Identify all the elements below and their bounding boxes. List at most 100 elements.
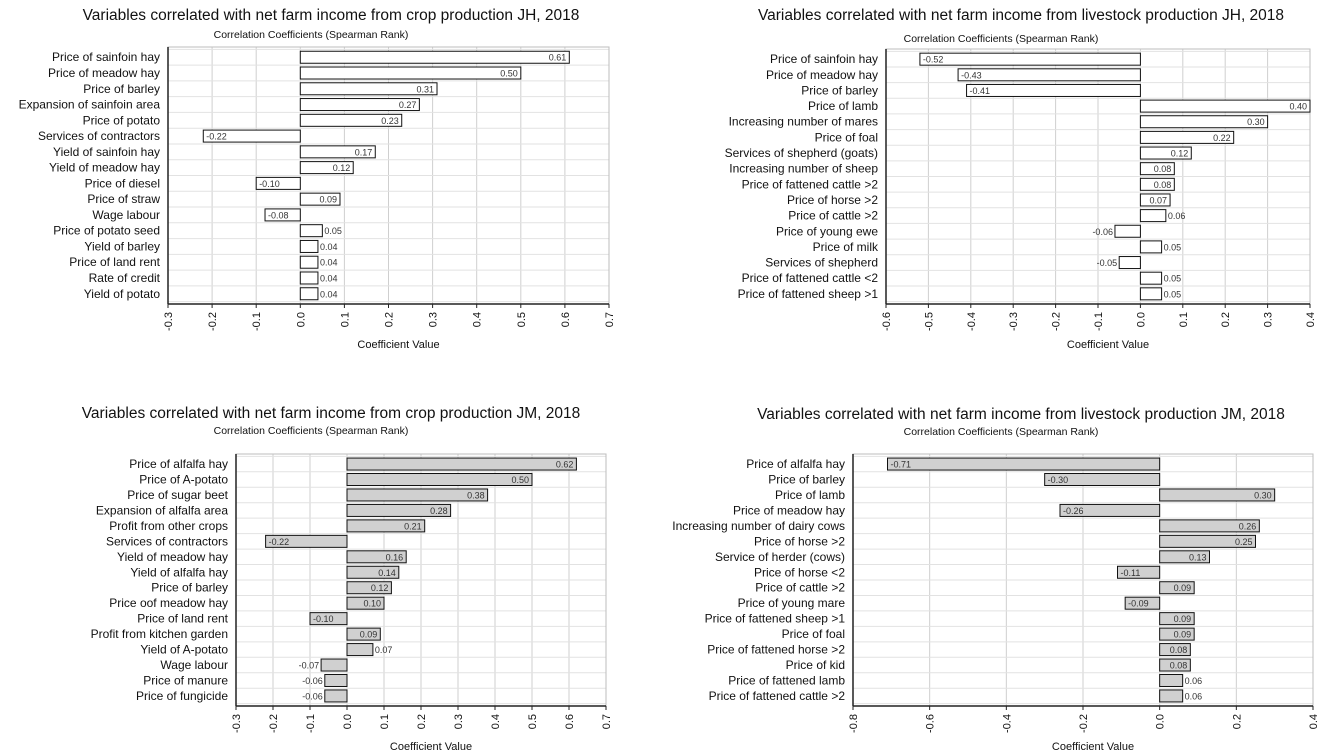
value-label: 0.14: [378, 568, 396, 578]
value-label: 0.30: [1254, 490, 1272, 500]
bar: [1139, 130, 1235, 144]
bar: [324, 689, 348, 703]
value-label: 0.31: [416, 84, 434, 94]
chart-title: Variables correlated with net farm incom…: [757, 406, 1285, 423]
bar: [202, 129, 301, 143]
x-tick-label: -0.4: [966, 312, 978, 331]
bar: [1139, 240, 1163, 254]
x-tick-label: 0.5: [527, 714, 539, 729]
value-label: -0.06: [302, 691, 323, 701]
category-label: Price of fungicide: [136, 689, 228, 703]
value-label: 0.06: [1185, 676, 1203, 686]
value-label: -0.43: [961, 70, 982, 80]
category-label: Price of alfalfa hay: [746, 457, 845, 471]
category-label: Increasing number of dairy cows: [672, 519, 845, 533]
bar: [299, 192, 341, 206]
category-label: Price of barley: [801, 83, 878, 97]
value-label: 0.26: [1239, 521, 1257, 531]
value-label: 0.07: [1150, 195, 1168, 205]
value-label: 0.25: [1235, 537, 1253, 547]
bar: [346, 473, 533, 487]
x-axis-label: Coefficient Value: [357, 339, 439, 351]
value-label: -0.41: [970, 86, 991, 96]
chart-crop-jm: Variables correlated with net farm incom…: [0, 377, 662, 753]
bar: [299, 239, 319, 253]
x-tick-label: -0.2: [207, 312, 219, 331]
category-label: Price oof meadow hay: [109, 596, 228, 610]
x-tick-label: 0.2: [1231, 714, 1243, 729]
x-tick-label: 0.3: [1263, 312, 1275, 327]
x-tick-label: 0.1: [1178, 312, 1190, 327]
value-label: 0.06: [1168, 211, 1186, 221]
chart-subtitle: Correlation Coefficients (Spearman Rank): [214, 425, 409, 437]
value-label: 0.04: [320, 273, 338, 283]
value-label: 0.30: [1247, 117, 1265, 127]
bar: [299, 113, 403, 127]
bar: [346, 488, 489, 502]
x-tick-label: 0.2: [416, 714, 428, 729]
category-label: Price of young ewe: [776, 224, 878, 238]
value-label: 0.16: [386, 552, 404, 562]
value-label: -0.11: [1121, 568, 1141, 578]
x-tick-label: 0.6: [564, 714, 576, 729]
bar: [1139, 177, 1175, 191]
x-tick-label: 0.3: [453, 714, 465, 729]
category-label: Yield of meadow hay: [117, 550, 228, 564]
bar: [346, 519, 426, 533]
bar: [299, 145, 376, 159]
value-label: 0.09: [1174, 583, 1192, 593]
category-label: Price of land rent: [137, 612, 228, 626]
bar: [346, 643, 374, 657]
bar: [887, 457, 1161, 471]
category-label: Price of horse <2: [754, 565, 845, 579]
category-label: Price of young mare: [738, 596, 846, 610]
bar: [1139, 115, 1269, 129]
value-label: -0.30: [1048, 475, 1069, 485]
category-label: Price of fattened sheep >1: [705, 612, 846, 626]
bar: [1139, 162, 1175, 176]
value-label: -0.06: [302, 676, 323, 686]
bar: [346, 457, 577, 471]
value-label: 0.07: [375, 645, 393, 655]
x-tick-label: 0.2: [384, 312, 396, 327]
x-tick-label: -0.8: [848, 714, 860, 733]
category-label: Price of cattle >2: [755, 581, 845, 595]
bar: [299, 66, 522, 80]
chart-title: Variables correlated with net farm incom…: [83, 7, 580, 24]
chart-title: Variables correlated with net farm incom…: [758, 7, 1284, 24]
value-label: 0.21: [404, 521, 422, 531]
value-label: 0.09: [1174, 614, 1192, 624]
bar: [1139, 287, 1163, 301]
x-tick-label: -0.1: [251, 312, 263, 331]
x-tick-label: 0.1: [379, 714, 391, 729]
chart-subtitle: Correlation Coefficients (Spearman Rank): [904, 426, 1099, 438]
x-tick-label: 0.5: [516, 312, 528, 327]
bar: [1044, 473, 1161, 487]
bar: [299, 50, 570, 64]
bar: [957, 68, 1141, 82]
value-label: -0.22: [269, 537, 290, 547]
category-label: Price of alfalfa hay: [129, 457, 228, 471]
category-label: Price of sainfoin hay: [52, 50, 160, 64]
value-label: -0.06: [1092, 227, 1113, 237]
category-label: Profit from other crops: [109, 519, 228, 533]
value-label: 0.09: [360, 630, 378, 640]
category-label: Price of barley: [151, 581, 228, 595]
x-tick-label: 0.7: [604, 312, 616, 327]
value-label: 0.04: [320, 289, 338, 299]
bar: [1118, 256, 1141, 270]
category-label: Price of manure: [143, 673, 228, 687]
category-label: Service of herder (cows): [715, 550, 845, 564]
category-label: Wage labour: [92, 208, 160, 222]
category-label: Price of meadow hay: [48, 66, 160, 80]
value-label: -0.71: [891, 460, 912, 470]
value-label: 0.13: [1189, 552, 1207, 562]
x-tick-label: -0.6: [881, 312, 893, 331]
x-tick-label: -0.5: [923, 312, 935, 331]
value-label: 0.04: [320, 242, 338, 252]
bar: [299, 224, 323, 238]
category-label: Price of sugar beet: [127, 488, 228, 502]
value-label: 0.12: [1171, 149, 1189, 159]
value-label: 0.08: [1154, 164, 1172, 174]
value-label: 0.27: [399, 100, 417, 110]
